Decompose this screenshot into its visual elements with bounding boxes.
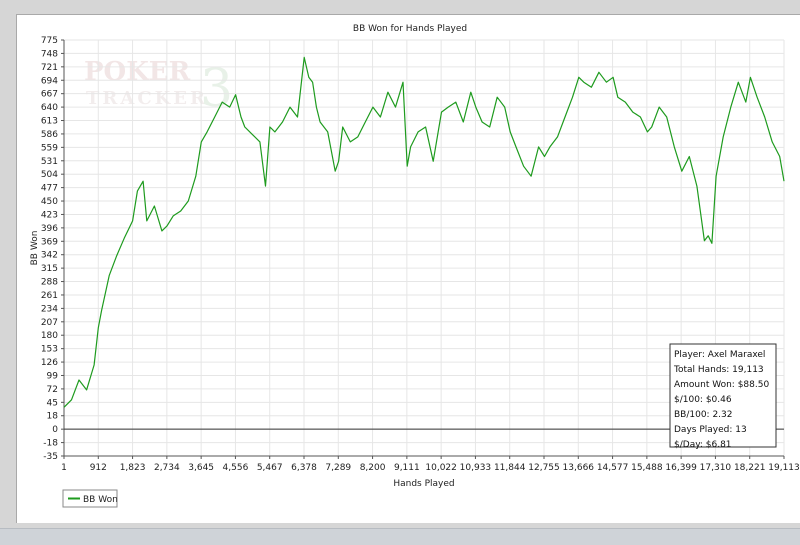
x-axis-label: Hands Played	[393, 479, 454, 489]
info-per-day: $/Day: $6.81	[674, 440, 732, 450]
y-tick-label: 234	[41, 304, 58, 314]
x-tick-label: 16,399	[665, 463, 697, 473]
info-bb-per-100: BB/100: 2.32	[674, 410, 733, 420]
x-tick-label: 912	[90, 463, 107, 473]
info-per-100: $/100: $0.46	[674, 395, 732, 405]
x-tick-label: 12,755	[528, 463, 560, 473]
legend: BB Won	[62, 489, 118, 508]
x-tick-label: 13,666	[563, 463, 595, 473]
y-tick-label: 45	[47, 398, 58, 408]
y-tick-label: 72	[47, 385, 58, 395]
x-tick-label: 17,310	[700, 463, 732, 473]
y-axis-label: BB Won	[30, 231, 40, 266]
y-tick-label: 477	[41, 184, 58, 194]
x-tick-label: 4,556	[223, 463, 249, 473]
y-tick-label: 153	[41, 345, 58, 355]
y-tick-label: 126	[41, 358, 58, 368]
y-tick-label: 423	[41, 210, 58, 220]
y-tick-label: 261	[41, 291, 58, 301]
x-tick-label: 1,823	[120, 463, 146, 473]
axes	[63, 40, 784, 457]
y-tick-label: -18	[43, 439, 58, 449]
stats-info-box: Player: Axel Maraxel Total Hands: 19,113…	[669, 343, 777, 450]
x-tick-label: 18,221	[734, 463, 766, 473]
x-tick-label: 15,488	[631, 463, 663, 473]
y-tick-label: 721	[41, 63, 58, 73]
series-bb-won	[63, 56, 785, 408]
x-tick-label: 1	[61, 463, 67, 473]
info-total-hands: Total Hands: 19,113	[673, 365, 764, 375]
y-tick-label: 748	[41, 49, 58, 59]
x-tick-labels: 1 912 1,823 2,734 3,645 4,556 5,467 6,378 7,289 8…	[61, 456, 800, 473]
x-tick-label: 10,933	[460, 463, 492, 473]
series-line-bb-won	[63, 56, 785, 408]
x-tick-label: 2,734	[154, 463, 180, 473]
x-tick-label: 9,111	[394, 463, 420, 473]
logo-text-tracker: TRACKER	[86, 88, 208, 109]
y-tick-label: -35	[43, 452, 58, 462]
y-tick-label: 640	[41, 103, 58, 113]
x-tick-label: 14,577	[597, 463, 629, 473]
y-tick-label: 0	[52, 425, 58, 435]
y-tick-label: 586	[41, 130, 58, 140]
y-tick-label: 450	[41, 197, 58, 207]
y-tick-label: 288	[41, 278, 58, 288]
logo-text-poker: POKER	[84, 57, 191, 87]
y-tick-label: 775	[41, 36, 58, 46]
x-tick-label: 19,113	[768, 463, 800, 473]
x-tick-label: 6,378	[291, 463, 317, 473]
y-tick-label: 613	[41, 117, 58, 127]
y-tick-labels: -35 -18 0 18 45 72 99 126 153 180 207 234 261 288 315 3…	[41, 36, 64, 462]
info-player: Player: Axel Maraxel	[674, 350, 765, 360]
y-tick-label: 18	[47, 412, 59, 422]
y-tick-label: 342	[41, 251, 58, 261]
y-tick-label: 667	[41, 90, 58, 100]
y-tick-label: 531	[41, 157, 58, 167]
chart-title: BB Won for Hands Played	[353, 24, 467, 34]
y-tick-label: 207	[41, 318, 58, 328]
x-tick-label: 7,289	[325, 463, 351, 473]
y-tick-label: 99	[47, 371, 59, 381]
x-tick-label: 10,022	[425, 463, 457, 473]
logo-text-3: 3	[200, 59, 233, 119]
x-tick-label: 11,844	[494, 463, 526, 473]
x-tick-label: 5,467	[257, 463, 283, 473]
y-tick-label: 369	[41, 237, 58, 247]
y-tick-label: 396	[41, 224, 58, 234]
y-tick-label: 694	[41, 76, 58, 86]
y-tick-label: 180	[41, 331, 58, 341]
legend-frame	[62, 489, 118, 508]
x-tick-label: 3,645	[188, 463, 214, 473]
pokertracker-logo: POKER TRACKER 3	[84, 57, 233, 119]
stats-info-box-frame	[669, 343, 777, 448]
x-tick-label: 8,200	[360, 463, 386, 473]
y-tick-label: 559	[41, 143, 58, 153]
info-days-played: Days Played: 13	[674, 425, 747, 435]
y-tick-label: 504	[41, 170, 58, 180]
status-strip	[0, 528, 800, 545]
info-amount-won: Amount Won: $88.50	[674, 380, 769, 390]
y-tick-label: 315	[41, 264, 58, 274]
legend-label-bb-won: BB Won	[83, 495, 118, 505]
